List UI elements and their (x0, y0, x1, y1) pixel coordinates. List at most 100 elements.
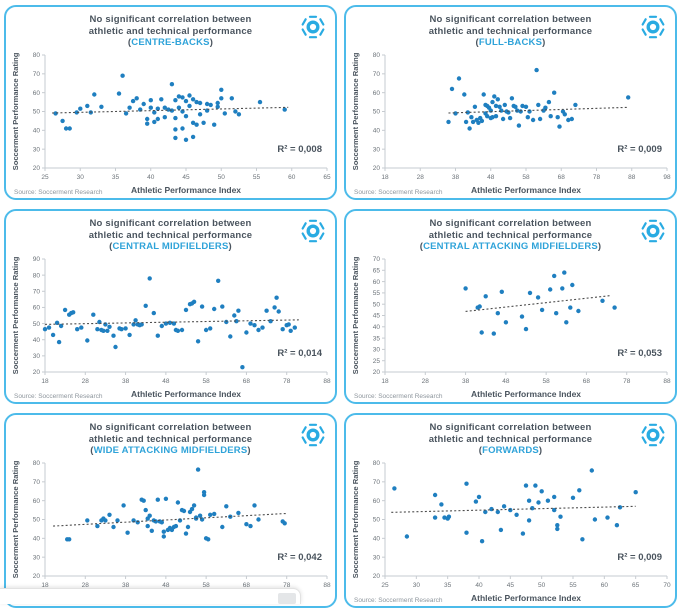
chart-panel-central-attacking-midfielders: No significant correlation between athle… (344, 209, 677, 404)
svg-text:78: 78 (623, 378, 631, 385)
scatter-chart-wide-attacking-midfielders: 20 30 40 50 60 70 80 18 28 38 48 58 68 78 88 R² = 0,042… (11, 460, 331, 603)
svg-text:48: 48 (502, 378, 510, 385)
svg-text:18: 18 (381, 378, 389, 385)
svg-text:55: 55 (253, 174, 261, 181)
svg-text:60: 60 (288, 174, 296, 181)
svg-text:38: 38 (122, 582, 130, 589)
scatter-chart-central-attacking-midfielders: 20 25 30 35 40 45 50 55 60 65 70 18 28 38 48 58 68 78 88 R²… (351, 256, 671, 399)
title-position-line: (CENTRAL ATTACKING MIDFIELDERS) (419, 241, 602, 252)
soccerment-logo-icon (640, 218, 666, 244)
svg-text:48: 48 (162, 378, 170, 385)
title-position-line: (FULL-BACKS) (475, 37, 546, 48)
title-line: No significant correlation between (89, 14, 252, 25)
svg-text:58: 58 (543, 378, 551, 385)
position-label: CENTRAL ATTACKING MIDFIELDERS (423, 241, 598, 252)
svg-text:50: 50 (33, 516, 41, 523)
x-axis-label: Athletic Performance Index (131, 185, 241, 195)
svg-text:30: 30 (413, 582, 421, 589)
y-axis-label: Soccerment Performance Rating (11, 256, 20, 374)
svg-text:28: 28 (417, 174, 425, 181)
svg-text:70: 70 (33, 479, 41, 486)
svg-text:65: 65 (373, 267, 381, 274)
svg-text:80: 80 (373, 52, 381, 59)
svg-text:38: 38 (452, 174, 460, 181)
svg-text:80: 80 (373, 460, 381, 467)
chart-title: No significant correlation between athle… (346, 211, 675, 253)
svg-text:70: 70 (663, 582, 671, 589)
svg-text:38: 38 (462, 378, 470, 385)
source-note: Source: Soccerment Research (354, 393, 443, 400)
svg-text:30: 30 (373, 346, 381, 353)
x-axis-label: Athletic Performance Index (471, 389, 581, 399)
title-position-line: (WIDE ATTACKING MIDFIELDERS) (90, 445, 251, 456)
svg-text:40: 40 (475, 582, 483, 589)
svg-text:28: 28 (82, 582, 90, 589)
chart-title: No significant correlation between athle… (346, 7, 675, 49)
source-note: Source: Soccerment Research (354, 189, 443, 196)
title-line: athletic and technical performance (428, 229, 593, 241)
svg-text:78: 78 (283, 582, 291, 589)
svg-text:90: 90 (33, 256, 41, 263)
svg-text:60: 60 (33, 497, 41, 504)
cookie-banner-button[interactable] (278, 593, 296, 604)
title-position-line: (CENTRE-BACKS) (127, 37, 214, 48)
svg-text:20: 20 (373, 165, 381, 172)
svg-text:45: 45 (507, 582, 515, 589)
svg-text:18: 18 (41, 378, 49, 385)
svg-text:40: 40 (147, 174, 155, 181)
x-axis-label: Athletic Performance Index (131, 389, 241, 399)
svg-text:60: 60 (33, 89, 41, 96)
svg-text:50: 50 (33, 320, 41, 327)
svg-text:20: 20 (373, 573, 381, 580)
svg-text:50: 50 (373, 108, 381, 115)
svg-text:40: 40 (33, 336, 41, 343)
title-line: athletic and technical performance (428, 25, 593, 37)
chart-title: No significant correlation between athle… (6, 211, 335, 253)
svg-text:60: 60 (601, 582, 609, 589)
scatter-chart-forwards: 20 30 40 50 60 70 80 25 30 35 40 45 50 55 60 65 70 R² = 0… (351, 460, 671, 603)
svg-text:20: 20 (373, 369, 381, 376)
svg-text:88: 88 (323, 582, 331, 589)
svg-text:80: 80 (33, 272, 41, 279)
title-line: athletic and technical performance (88, 25, 253, 37)
chart-panel-full-backs: No significant correlation between athle… (344, 5, 677, 200)
svg-text:30: 30 (373, 554, 381, 561)
position-label: WIDE ATTACKING MIDFIELDERS (93, 445, 248, 456)
chart-panel-central-midfielders: No significant correlation between athle… (4, 209, 337, 404)
y-axis-label: Soccerment Performance Rating (351, 460, 360, 578)
scatter-chart-centre-backs: 20 30 40 50 60 70 80 25 30 35 40 45 50 55 60 65 R² = 0,0… (11, 52, 331, 195)
scatter-chart-central-midfielders: 20 30 40 50 60 70 80 90 18 28 38 48 58 68 78 88 R² = 0,0… (11, 256, 331, 399)
svg-text:28: 28 (422, 378, 430, 385)
chart-panel-forwards: No significant correlation between athle… (344, 413, 677, 608)
title-line: No significant correlation between (429, 422, 592, 433)
svg-text:58: 58 (203, 378, 211, 385)
svg-text:30: 30 (33, 554, 41, 561)
svg-text:30: 30 (33, 353, 41, 360)
svg-text:60: 60 (373, 89, 381, 96)
svg-text:68: 68 (558, 174, 566, 181)
svg-text:40: 40 (33, 127, 41, 134)
svg-text:60: 60 (33, 304, 41, 311)
soccerment-logo-icon (300, 14, 326, 40)
svg-text:18: 18 (41, 582, 49, 589)
title-position-line: (FORWARDS) (478, 445, 543, 456)
svg-text:65: 65 (632, 582, 640, 589)
chart-title: No significant correlation between athle… (6, 7, 335, 49)
cookie-banner-edge (0, 588, 301, 604)
position-label: CENTRE-BACKS (131, 37, 210, 48)
svg-text:40: 40 (373, 535, 381, 542)
svg-text:38: 38 (122, 378, 130, 385)
svg-text:50: 50 (33, 108, 41, 115)
svg-text:30: 30 (373, 146, 381, 153)
soccerment-logo-icon (300, 218, 326, 244)
x-axis-label: Athletic Performance Index (471, 593, 581, 603)
svg-text:45: 45 (182, 174, 190, 181)
svg-text:70: 70 (33, 288, 41, 295)
svg-text:60: 60 (373, 497, 381, 504)
svg-text:28: 28 (82, 378, 90, 385)
svg-text:25: 25 (373, 357, 381, 364)
y-axis-label: Soccerment Performance Rating (351, 52, 360, 170)
svg-text:20: 20 (33, 573, 41, 580)
title-line: athletic and technical performance (428, 433, 593, 445)
